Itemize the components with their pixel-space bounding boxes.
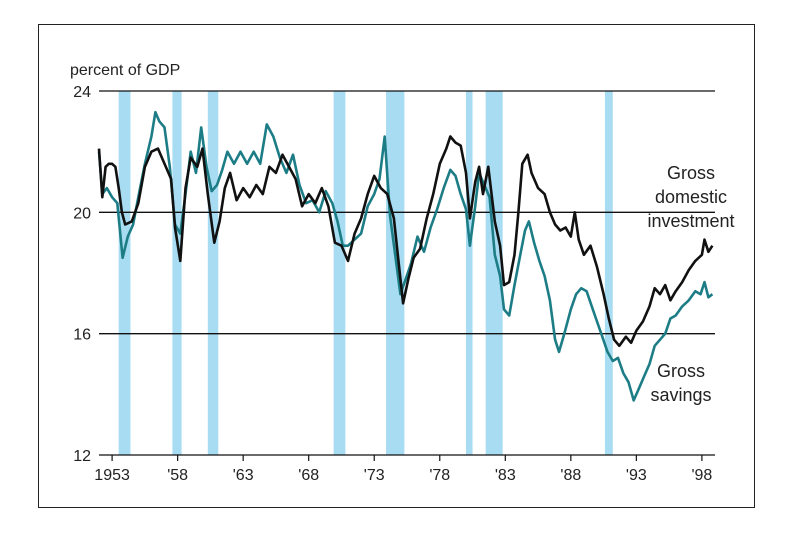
x-tick-label: '98 xyxy=(691,467,712,484)
x-tick-label: '88 xyxy=(560,467,581,484)
y-axis-label: percent of GDP xyxy=(70,62,180,79)
x-tick-label: '78 xyxy=(429,467,450,484)
axis-ticks: 12 16 20 24 1953 '58 '63 '68 '73 '78 '83 '88 '93 '98 xyxy=(73,84,712,484)
gross-domestic-investment-line xyxy=(97,135,714,348)
y-tick-label: 12 xyxy=(73,448,91,465)
chart-frame: 12 16 20 24 1953'58'63'68'73'78'83'88'93'98 … xyxy=(38,24,755,508)
annotation-line: investment xyxy=(647,211,734,231)
x-tick-label: '93 xyxy=(626,467,647,484)
investment-annotation: Gross domestic investment xyxy=(647,163,734,231)
y-tick-label: 24 xyxy=(73,84,91,101)
recession-band xyxy=(386,91,405,455)
line-chart: 121620241953'58'63'68'73'78'83'88'93'98 … xyxy=(70,62,735,484)
recession-band xyxy=(333,91,346,455)
y-tick-label: 20 xyxy=(73,205,91,222)
recession-band xyxy=(118,91,131,455)
x-tick-label: '83 xyxy=(495,467,516,484)
x-tick-label: '58 xyxy=(167,467,188,484)
annotation-line: domestic xyxy=(655,187,727,207)
recession-band xyxy=(604,91,613,455)
series-lines xyxy=(97,110,714,402)
x-tick-label: '63 xyxy=(233,467,254,484)
annotation-line: savings xyxy=(650,385,711,405)
savings-annotation: Gross savings xyxy=(650,361,711,405)
annotation-line: Gross xyxy=(657,361,705,381)
x-tick-label: '68 xyxy=(298,467,319,484)
y-tick-label: 16 xyxy=(73,327,91,344)
recession-band xyxy=(207,91,219,455)
recession-band xyxy=(172,91,182,455)
gridlines xyxy=(99,90,715,456)
gross-savings-line xyxy=(97,110,714,402)
x-tick-label: 1953 xyxy=(94,467,130,484)
recession-bands xyxy=(118,91,613,455)
recession-band xyxy=(465,91,473,455)
x-tick-label: '73 xyxy=(364,467,385,484)
annotation-line: Gross xyxy=(667,163,715,183)
